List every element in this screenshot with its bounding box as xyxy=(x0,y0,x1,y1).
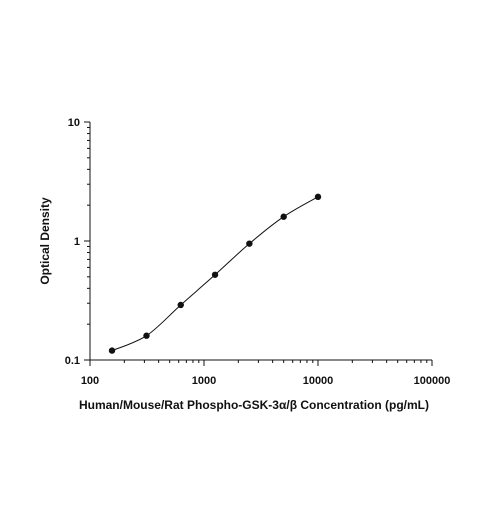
data-point xyxy=(177,301,184,309)
data-point xyxy=(211,271,219,278)
data-point xyxy=(246,240,253,247)
axis-labels: Human/Mouse/Rat Phospho-GSK-3α/β Concent… xyxy=(38,197,429,412)
data-points xyxy=(108,193,322,354)
x-axis-title: Human/Mouse/Rat Phospho-GSK-3α/β Concent… xyxy=(79,398,429,412)
x-tick-label: 100000 xyxy=(414,375,451,387)
data-point xyxy=(108,347,116,354)
axes: 100 1000 10000 100000 0.1 1 10 xyxy=(65,117,451,387)
y-tick-label: 0.1 xyxy=(65,355,80,367)
y-axis-title: Optical Density xyxy=(38,197,52,285)
data-point xyxy=(280,213,287,220)
y-tick-label: 1 xyxy=(74,236,80,248)
y-tick-label: 10 xyxy=(68,117,80,129)
data-point xyxy=(143,332,150,339)
data-point xyxy=(314,193,322,201)
x-tick-label: 1000 xyxy=(192,375,216,387)
x-tick-label: 10000 xyxy=(303,375,334,387)
x-tick-label: 100 xyxy=(81,375,99,387)
